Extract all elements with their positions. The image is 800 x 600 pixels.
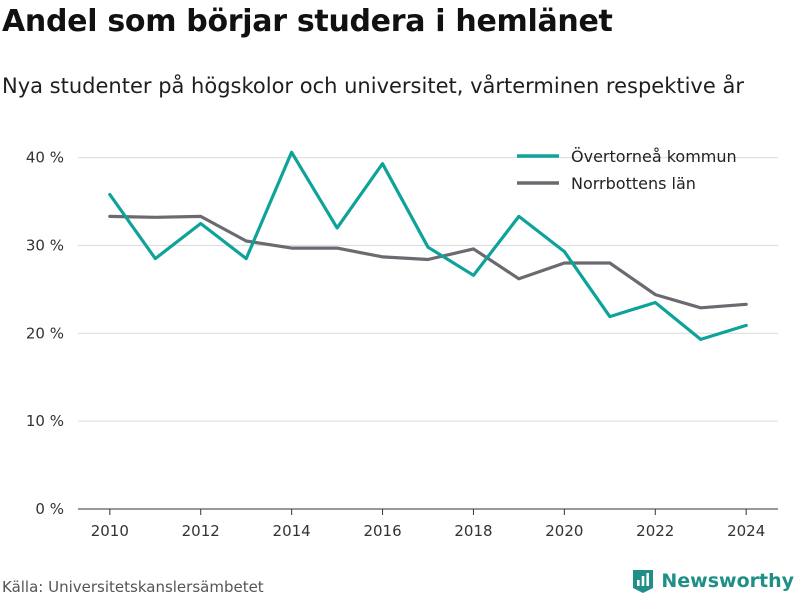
y-tick-label: 10 % bbox=[26, 412, 64, 430]
x-tick-label: 2024 bbox=[727, 522, 765, 540]
series-lines bbox=[108, 150, 748, 341]
axes: 0 % 10 % 20 % 30 % 40 % 2010 2012 2014 2016 2018 2… bbox=[26, 149, 778, 540]
x-tick-label: 2014 bbox=[273, 522, 311, 540]
y-tick-label: 20 % bbox=[26, 324, 64, 342]
legend-label: Övertorneå kommun bbox=[571, 147, 737, 166]
x-tick-label: 2010 bbox=[91, 522, 129, 540]
chart-subtitle: Nya studenter på högskolor och universit… bbox=[2, 74, 744, 98]
bar-chart-logo-icon bbox=[633, 570, 654, 593]
series-line-1 bbox=[108, 150, 748, 341]
y-tick-label: 40 % bbox=[26, 149, 64, 167]
y-tick-label: 30 % bbox=[26, 236, 64, 254]
source-note: Källa: Universitetskanslersämbetet bbox=[2, 578, 264, 596]
x-tick-label: 2022 bbox=[636, 522, 674, 540]
legend-label: Norrbottens län bbox=[571, 174, 696, 193]
legend: Övertorneå kommun Norrbottens län bbox=[517, 147, 737, 193]
y-tick-label: 0 % bbox=[35, 500, 64, 518]
chart-title: Andel som börjar studera i hemlänet bbox=[2, 4, 613, 39]
brand-name: Newsworthy bbox=[661, 570, 794, 592]
series-line-2 bbox=[108, 214, 748, 310]
x-tick-label: 2016 bbox=[363, 522, 401, 540]
brand-logo: Newsworthy bbox=[631, 568, 794, 594]
x-tick-label: 2020 bbox=[545, 522, 583, 540]
x-tick-label: 2012 bbox=[182, 522, 220, 540]
grid-lines bbox=[78, 157, 778, 422]
x-tick-label: 2018 bbox=[454, 522, 492, 540]
